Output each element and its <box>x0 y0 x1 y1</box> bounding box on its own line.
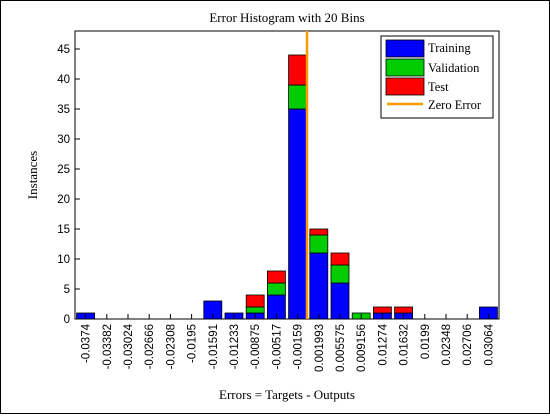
y-tick-label: 20 <box>57 194 70 206</box>
bar-training-11 <box>309 252 329 320</box>
x-tick-label: -0.0374 <box>81 323 93 363</box>
y-tick-label: 30 <box>57 134 70 146</box>
legend-label-training: Training <box>428 41 471 55</box>
bar-validation-10 <box>288 84 308 110</box>
x-tick-label: 0.0199 <box>420 324 432 359</box>
bars-group <box>76 54 498 320</box>
bar-test-8 <box>245 294 265 308</box>
legend-swatch-training <box>385 39 425 58</box>
bar-test-12 <box>330 252 350 266</box>
x-tick-label: -0.03382 <box>102 324 114 369</box>
bar-test-10 <box>288 54 308 86</box>
bar-validation-12 <box>330 264 350 284</box>
bar-validation-9 <box>266 282 286 296</box>
x-tick-label: 0.03064 <box>483 323 495 365</box>
y-tick-label: 5 <box>64 284 70 296</box>
chart-title: Error Histogram with 20 Bins <box>209 10 364 25</box>
y-tick-label: 25 <box>57 164 70 176</box>
x-tick-label: -0.00159 <box>293 324 305 369</box>
x-tick-label: -0.00875 <box>250 324 262 369</box>
bar-test-11 <box>309 228 329 236</box>
bar-training-12 <box>330 282 350 320</box>
bar-training-10 <box>288 108 308 320</box>
legend: Training Validation Test Zero Error <box>380 35 494 119</box>
x-tick-label: 0.01274 <box>377 323 389 365</box>
x-tick-label: -0.03024 <box>123 323 135 369</box>
bar-validation-11 <box>309 234 329 254</box>
y-tick-label: 0 <box>64 314 70 326</box>
y-axis-label: Instances <box>25 151 40 199</box>
legend-label-zero-error: Zero Error <box>428 98 482 112</box>
legend-label-test: Test <box>428 80 449 94</box>
x-axis-ticks: -0.0374 -0.03382 -0.03024 -0.02666 -0.02308-… <box>81 314 495 372</box>
x-tick-label: 0.02348 <box>441 324 453 366</box>
y-tick-label: 40 <box>57 74 70 86</box>
x-tick-label: 0.01632 <box>399 324 411 366</box>
x-tick-label: 0.001993 <box>314 324 326 372</box>
y-tick-label: 10 <box>57 254 70 266</box>
x-tick-label: -0.02666 <box>144 324 156 369</box>
legend-swatch-validation <box>385 58 425 77</box>
y-tick-label: 35 <box>57 104 70 116</box>
x-axis-label: Errors = Targets - Outputs <box>219 387 355 402</box>
legend-swatch-test <box>385 77 425 96</box>
y-axis-ticks: 0 5 10 15 20 25 30 35 40 45 <box>57 44 80 326</box>
x-tick-label: 0.02706 <box>462 324 474 366</box>
x-tick-label: -0.01233 <box>229 324 241 369</box>
x-tick-label: -0.02308 <box>165 324 177 369</box>
y-tick-label: 45 <box>57 44 70 56</box>
x-tick-label: 0.005575 <box>335 324 347 372</box>
legend-label-validation: Validation <box>428 61 480 75</box>
y-tick-label: 15 <box>57 224 70 236</box>
bar-test-15 <box>394 306 414 314</box>
bar-test-14 <box>372 306 392 314</box>
x-tick-label: -0.0195 <box>187 324 199 363</box>
bar-test-9 <box>266 270 286 284</box>
x-tick-label: 0.009156 <box>356 324 368 372</box>
x-tick-label: -0.01591 <box>208 324 220 369</box>
bar-validation-8 <box>245 306 265 314</box>
x-tick-label: -0.00517 <box>271 324 283 369</box>
